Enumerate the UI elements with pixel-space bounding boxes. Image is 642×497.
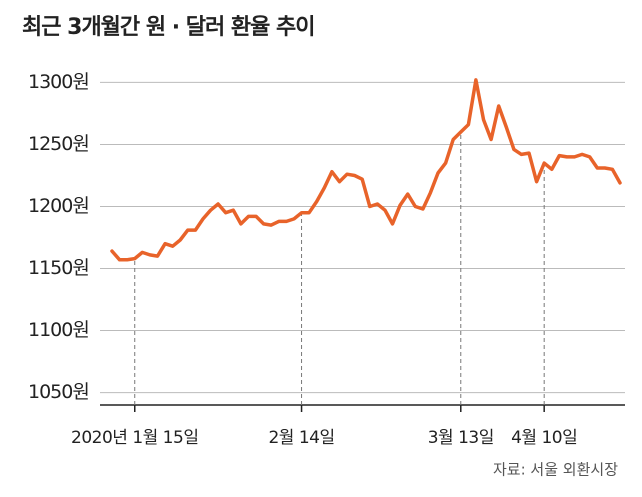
x-tick-label: 4월 10일 [511,428,577,448]
chart-title: 최근 3개월간 원 · 달러 환율 추이 [22,15,315,40]
y-tick-label: 1100원 [28,319,89,341]
y-tick-label: 1250원 [28,133,89,155]
x-tick-label: 3월 13일 [428,428,494,448]
y-tick-label: 1150원 [28,257,89,279]
x-tick-label: 2020년 1월 15일 [71,428,198,448]
line-series [110,78,622,262]
y-tick-label: 1300원 [28,71,89,93]
y-tick-label: 1050원 [28,381,89,403]
y-tick-label: 1200원 [28,195,89,217]
source: 자료: 서울 외환시장 [493,461,618,479]
x-tick-label: 2월 14일 [268,428,334,448]
